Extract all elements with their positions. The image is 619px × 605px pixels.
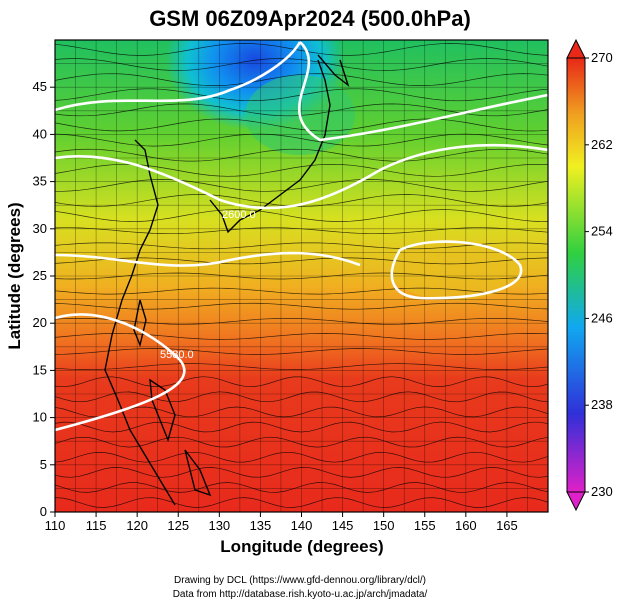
streamline <box>55 43 548 56</box>
x-tick-label: 145 <box>332 518 354 533</box>
x-tick-label: 115 <box>86 518 107 533</box>
streamline <box>55 209 548 222</box>
streamline <box>55 451 548 463</box>
streamline <box>55 376 548 388</box>
streamline <box>55 272 548 280</box>
streamline <box>55 148 548 162</box>
colorbar-tick-label: 262 <box>591 137 613 152</box>
streamline <box>55 302 548 310</box>
streamline <box>55 421 548 433</box>
x-tick-label: 110 <box>45 518 66 533</box>
streamline <box>55 73 548 86</box>
contour-line <box>298 41 548 142</box>
colorbar-tick-label: 238 <box>591 397 613 412</box>
y-tick-label: 15 <box>33 362 47 377</box>
streamline <box>55 348 548 355</box>
x-tick-label: 150 <box>373 518 395 533</box>
contour-line <box>390 240 523 300</box>
y-tick-label: 45 <box>33 79 47 94</box>
x-tick-label: 160 <box>455 518 477 533</box>
x-tick-label: 130 <box>208 518 230 533</box>
streamline <box>55 497 548 508</box>
streamlines <box>55 43 548 508</box>
plot-area: 2600.0 5580.0 <box>54 39 549 513</box>
colorbar-scale <box>566 57 586 493</box>
streamline <box>55 333 548 340</box>
streamline <box>55 133 548 147</box>
colorbar-tick-label: 270 <box>591 50 613 65</box>
colorbar: 230 238 246 254 262 270 <box>566 38 613 512</box>
streamline <box>55 118 548 132</box>
contour-line <box>55 313 186 432</box>
y-tick-label: 30 <box>33 221 47 236</box>
contour-line <box>55 41 302 112</box>
colorbar-tick-label: 246 <box>591 310 613 325</box>
colorbar-ticks: 230 238 246 254 262 270 <box>585 50 613 499</box>
y-tick-label: 5 <box>40 457 47 472</box>
x-tick-label: 155 <box>414 518 436 533</box>
y-tick-label: 40 <box>33 126 47 141</box>
contour-label: 2600.0 <box>222 209 256 221</box>
contour-line <box>55 143 548 210</box>
streamline <box>55 317 548 325</box>
streamline <box>55 227 548 235</box>
y-tick-label: 20 <box>33 315 47 330</box>
credit-line-1: Drawing by DCL (https://www.gfd-dennou.o… <box>174 575 426 586</box>
streamline <box>55 467 548 478</box>
streamline <box>55 179 548 192</box>
contour-label: 5580.0 <box>160 349 194 361</box>
colorbar-tick-label: 254 <box>591 224 613 239</box>
x-tick-label: 140 <box>291 518 313 533</box>
y-tick-label: 25 <box>33 268 47 283</box>
contour-lines <box>55 41 548 432</box>
colorbar-max-arrow <box>566 38 586 59</box>
warm-high <box>390 240 520 300</box>
chart-title: GSM 06Z09Apr2024 (500.0hPa) <box>149 6 471 31</box>
streamline <box>55 242 548 250</box>
x-axis: 110 115 120 125 130 135 140 145 150 155 160 165 <box>45 512 518 533</box>
credit-line-2: Data from http://database.rish.kyoto-u.a… <box>173 589 428 600</box>
streamline <box>55 287 548 295</box>
contour-line <box>55 251 361 267</box>
y-axis: 0 5 10 15 20 25 30 35 40 45 <box>33 79 55 519</box>
y-tick-label: 35 <box>33 174 47 189</box>
y-tick-label: 10 <box>33 410 47 425</box>
streamline <box>55 391 548 403</box>
x-axis-label: Longitude (degrees) <box>220 537 383 556</box>
y-tick-label: 0 <box>40 504 47 519</box>
x-tick-label: 165 <box>496 518 518 533</box>
streamline <box>55 436 548 448</box>
streamline <box>55 58 548 71</box>
x-tick-label: 135 <box>250 518 272 533</box>
colorbar-min-arrow <box>566 491 586 512</box>
streamline <box>55 482 548 493</box>
x-tick-label: 120 <box>126 518 148 533</box>
x-tick-label: 125 <box>167 518 189 533</box>
y-axis-label: Latitude (degrees) <box>5 202 24 349</box>
streamline <box>55 406 548 418</box>
coastlines <box>104 54 350 506</box>
colorbar-tick-label: 230 <box>591 484 613 499</box>
streamline <box>55 194 548 207</box>
streamline <box>55 363 548 370</box>
